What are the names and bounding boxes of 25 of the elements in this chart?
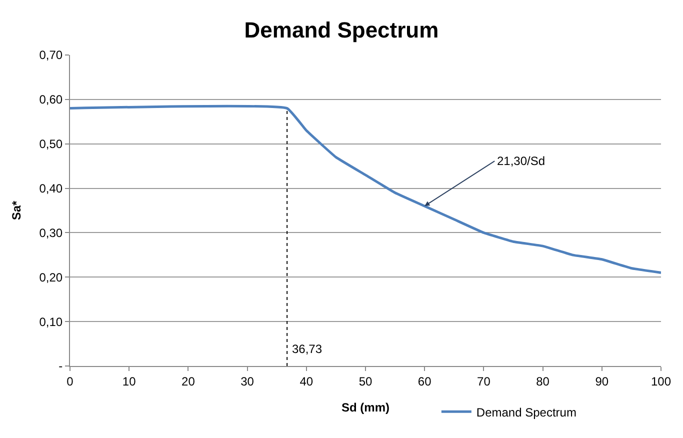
x-tick-label: 80 <box>536 374 550 388</box>
annotation: 21,30/Sd <box>497 154 546 168</box>
x-tick-label: 20 <box>182 374 196 388</box>
x-tick-label: 70 <box>477 374 491 388</box>
y-tick-label: 0,60 <box>39 92 63 107</box>
ref-line-label: 36,73 <box>292 342 322 356</box>
y-tick-label: 0,30 <box>39 226 63 240</box>
y-tick-label: 0,40 <box>39 181 63 196</box>
x-axis-title: Sd (mm) <box>342 400 390 414</box>
legend-label: Demand Spectrum <box>476 405 576 420</box>
chart-title: Demand Spectrum <box>244 17 439 42</box>
y-tick-label: 0,50 <box>39 137 63 152</box>
y-tick-label: 0,70 <box>39 48 63 62</box>
x-tick-label: 40 <box>300 374 314 388</box>
x-tick-label: 90 <box>595 374 609 388</box>
x-tick-label: 100 <box>650 374 672 388</box>
x-tick-label: 60 <box>418 374 432 388</box>
x-tick-label: 10 <box>122 374 136 388</box>
x-tick-label: 0 <box>66 374 74 388</box>
y-axis-title: Sa* <box>10 200 24 220</box>
y-tick-label: - <box>58 359 63 374</box>
y-tick-label: 0,10 <box>39 314 63 329</box>
y-tick-label: 0,20 <box>39 270 63 284</box>
x-tick-label: 50 <box>358 374 372 388</box>
x-tick-label: 30 <box>240 374 254 388</box>
